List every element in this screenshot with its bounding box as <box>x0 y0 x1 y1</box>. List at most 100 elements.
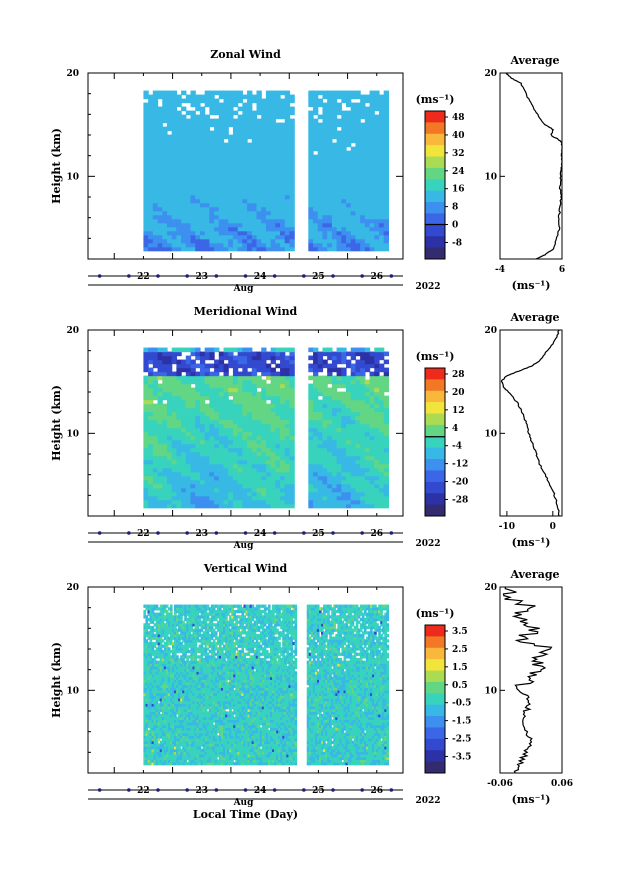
heatmap-cell <box>157 355 163 361</box>
heatmap-cell <box>383 427 390 433</box>
heatmap-cell <box>331 479 338 485</box>
heatmap-cell <box>171 102 177 108</box>
heatmap-cell <box>331 459 338 465</box>
heatmap-cell <box>162 487 168 493</box>
heatmap-cell <box>331 242 338 248</box>
heatmap-cell <box>148 130 154 136</box>
heatmap-cell <box>369 202 375 208</box>
heatmap-cell <box>284 182 291 188</box>
heatmap-cell <box>185 499 192 505</box>
heatmap-cell <box>360 154 366 160</box>
heatmap-cell <box>176 730 179 734</box>
heatmap-cell <box>317 190 324 196</box>
heatmap-cell <box>327 503 333 509</box>
heatmap-cell <box>174 751 177 755</box>
heatmap-cell <box>247 447 253 453</box>
heatmap-cell <box>209 435 215 441</box>
heatmap-cell <box>261 403 267 409</box>
heatmap-cell <box>161 639 165 643</box>
heatmap-cell <box>152 423 159 429</box>
heatmap-cell <box>143 483 149 489</box>
heatmap-cell <box>270 138 276 144</box>
heatmap-cell <box>149 644 153 648</box>
heatmap-cell <box>346 138 352 144</box>
heatmap-cell <box>209 98 215 104</box>
heatmap-cell <box>218 407 225 413</box>
heatmap-cell <box>261 234 267 240</box>
heatmap-cell <box>149 756 153 760</box>
heatmap-cell <box>265 363 272 369</box>
heatmap-cell <box>360 162 366 168</box>
heatmap-cell <box>341 459 347 465</box>
heatmap-cell <box>341 411 347 417</box>
heatmap-cell <box>336 487 342 493</box>
heatmap-cell <box>369 226 375 232</box>
heatmap-cell <box>199 218 206 224</box>
heatmap-cell <box>176 242 182 248</box>
heatmap-cell <box>143 198 149 204</box>
heatmap-cell <box>195 451 201 457</box>
heatmap-cell <box>308 122 314 128</box>
heatmap-cell <box>228 359 234 365</box>
heatmap-cell <box>155 732 159 736</box>
time-marker <box>214 274 219 278</box>
heatmap-cell <box>143 399 149 405</box>
heatmap-cell <box>313 190 319 196</box>
heatmap-cell <box>157 194 163 200</box>
heatmap-cell <box>284 194 291 200</box>
heatmap-cell <box>232 447 239 453</box>
heatmap-cell <box>317 391 324 397</box>
heatmap-cell <box>218 174 225 180</box>
heatmap-cell <box>261 483 267 489</box>
heatmap-cell <box>327 463 333 469</box>
heatmap-cell <box>223 467 229 473</box>
heatmap-cell <box>383 395 390 401</box>
heatmap-cell <box>143 106 149 112</box>
heatmap-cell <box>313 419 319 425</box>
heatmap-cell <box>289 222 295 228</box>
heatmap-cell <box>374 178 380 184</box>
heatmap-cell <box>237 363 243 369</box>
heatmap-cell <box>152 471 159 477</box>
heatmap-cell <box>174 623 177 627</box>
heatmap-cell <box>159 644 163 648</box>
heatmap-cell <box>172 687 175 691</box>
heatmap-cell <box>261 383 267 389</box>
heatmap-cell <box>148 467 154 473</box>
heatmap-cell <box>166 359 173 365</box>
heatmap-cell <box>383 114 390 120</box>
heatmap-cell <box>171 110 177 116</box>
heatmap-cell <box>171 415 177 421</box>
heatmap-cell <box>172 617 175 622</box>
heatmap-cell <box>256 391 262 397</box>
heatmap-cell <box>364 503 371 509</box>
heatmap-cell <box>171 479 177 485</box>
heatmap-cell <box>148 435 154 441</box>
heatmap-cell <box>232 411 239 417</box>
heatmap-cell <box>165 679 169 683</box>
heatmap-cell <box>143 671 147 675</box>
heatmap-cell <box>166 363 173 369</box>
heatmap-cell <box>185 230 192 236</box>
heatmap-cell <box>163 727 167 731</box>
heatmap-cell <box>242 142 248 148</box>
heatmap-cell <box>284 411 291 417</box>
heatmap-cell <box>178 700 181 704</box>
heatmap-cell <box>313 415 319 421</box>
heatmap-cell <box>374 98 380 104</box>
heatmap-cell <box>289 106 295 112</box>
heatmap-cell <box>383 210 390 216</box>
heatmap-cell <box>251 491 258 497</box>
heatmap-cell <box>149 689 153 694</box>
heatmap-cell <box>350 198 357 204</box>
heatmap-cell <box>143 387 149 393</box>
heatmap-cell <box>308 134 314 140</box>
heatmap-cell <box>172 660 175 664</box>
heatmap-cell <box>199 94 206 100</box>
heatmap-cell <box>374 130 380 136</box>
heatmap-cell <box>204 355 210 361</box>
heatmap-cell <box>148 379 154 385</box>
heatmap-cell <box>178 727 181 731</box>
heatmap-cell <box>228 503 234 509</box>
heatmap-cell <box>275 459 281 465</box>
